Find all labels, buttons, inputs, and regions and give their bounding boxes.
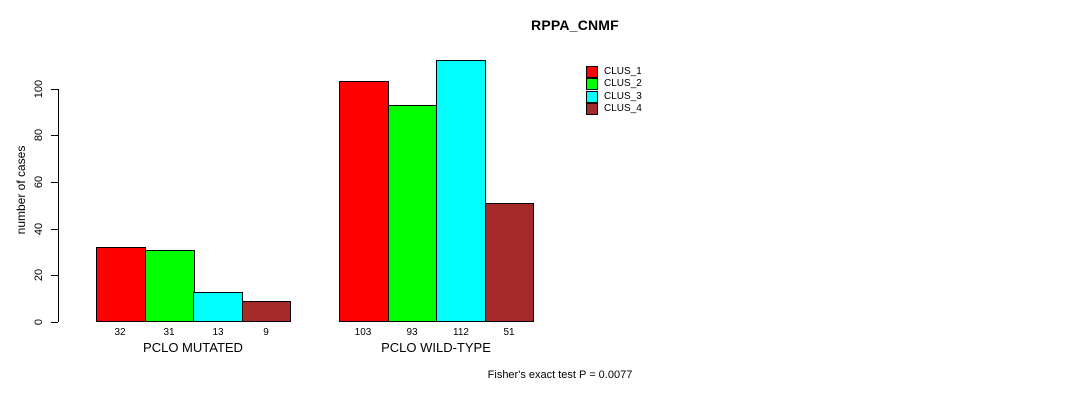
bar-value-label: 103 bbox=[354, 327, 372, 338]
bar-value-label: 51 bbox=[503, 327, 515, 338]
y-axis-line bbox=[58, 88, 59, 322]
y-axis-tick-label: 20 bbox=[33, 269, 45, 282]
y-axis-tick bbox=[51, 228, 58, 230]
legend-label-clus_1: CLUS_1 bbox=[604, 66, 642, 77]
y-axis-tick-label: 40 bbox=[33, 222, 45, 235]
x-axis-category-label: PCLO WILD-TYPE bbox=[381, 340, 491, 355]
annotation-text: Fisher's exact test P = 0.0077 bbox=[487, 369, 633, 381]
y-axis-tick-label: 60 bbox=[33, 175, 45, 189]
x-axis-category-label: PCLO MUTATED bbox=[143, 340, 243, 355]
legend-label-clus_3: CLUS_3 bbox=[604, 90, 642, 102]
legend-swatch-clus_4 bbox=[586, 103, 598, 116]
legend-swatch-clus_2 bbox=[586, 78, 598, 91]
y-axis-tick bbox=[51, 275, 58, 277]
y-axis-tick bbox=[51, 88, 58, 90]
y-axis-tick bbox=[51, 181, 58, 183]
bar-clus_4-group2 bbox=[485, 202, 534, 322]
y-axis-tick-label: 100 bbox=[33, 79, 45, 98]
bar-value-label: 93 bbox=[406, 327, 418, 338]
y-axis-tick-label: 0 bbox=[33, 318, 45, 326]
bar-clus_1-group2 bbox=[339, 81, 389, 322]
chart-title: RPPA_CNMF bbox=[0, 17, 1090, 33]
legend-label-clus_2: CLUS_2 bbox=[604, 78, 642, 90]
y-axis-title: number of cases bbox=[14, 145, 28, 235]
legend-swatch-clus_1 bbox=[586, 66, 598, 78]
bar-clus_2-group2 bbox=[388, 104, 438, 322]
bar-value-label: 32 bbox=[114, 327, 126, 338]
bar-clus_3-group2 bbox=[436, 60, 486, 322]
bar-clus_2-group1 bbox=[145, 249, 195, 322]
bar-value-label: 112 bbox=[453, 327, 469, 338]
bar-clus_4-group1 bbox=[242, 300, 291, 322]
legend-swatch-clus_3 bbox=[586, 90, 598, 103]
chart-title-text: RPPA_CNMF bbox=[531, 17, 619, 33]
y-axis-tick bbox=[51, 322, 58, 323]
bar-value-label: 13 bbox=[212, 327, 224, 338]
bar-value-label: 31 bbox=[163, 327, 175, 338]
bar-clus_1-group1 bbox=[96, 247, 146, 322]
bar-clus_3-group1 bbox=[193, 291, 243, 322]
y-axis-tick bbox=[51, 135, 58, 137]
legend-label-clus_4: CLUS_4 bbox=[604, 103, 642, 115]
bar-value-label: 9 bbox=[263, 327, 269, 338]
y-axis-tick-label: 80 bbox=[33, 129, 45, 142]
